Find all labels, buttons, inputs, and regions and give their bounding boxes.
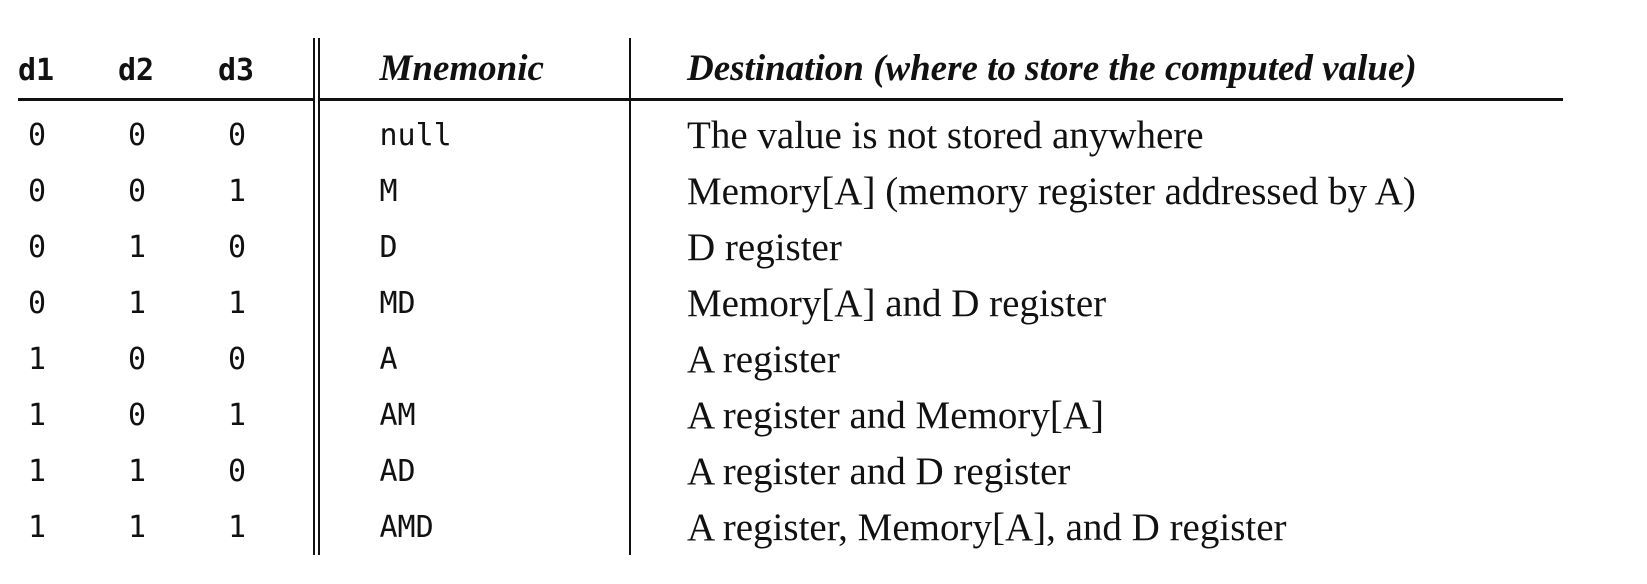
- cell-mnemonic: M: [316, 163, 631, 219]
- header-destination: Destination (where to store the computed…: [630, 38, 1563, 101]
- cell-d3: 0: [218, 99, 320, 163]
- cell-mnemonic: AM: [316, 387, 631, 443]
- cell-d3: 1: [218, 163, 320, 219]
- cell-destination: Memory[A] (memory register addressed by …: [687, 169, 1416, 213]
- cell-d1: 1: [28, 453, 47, 489]
- cell-d2: 0: [128, 117, 147, 153]
- cell-d1: 0: [28, 173, 47, 209]
- cell-destination: The value is not stored anywhere: [687, 113, 1204, 157]
- cell-d1: 0: [28, 285, 47, 321]
- cell-d2: 1: [128, 229, 147, 265]
- cell-mnemonic: null: [316, 99, 631, 163]
- header-mnemonic: Mnemonic: [316, 38, 631, 101]
- cell-d3: 1: [218, 499, 320, 555]
- cell-d3: 0: [218, 443, 320, 499]
- cell-d1: 1: [28, 397, 47, 433]
- header-d1: d1: [18, 38, 118, 101]
- table-row: 0 1 1 MD Memory[A] and D register: [18, 275, 1563, 331]
- cell-d2: 0: [128, 341, 147, 377]
- cell-mnemonic: AMD: [316, 499, 631, 555]
- cell-d3: 0: [218, 331, 320, 387]
- cell-d2: 0: [128, 397, 147, 433]
- cell-destination: D register: [687, 225, 842, 269]
- cell-d3: 1: [218, 387, 320, 443]
- cell-destination: A register and Memory[A]: [687, 393, 1104, 437]
- table-row: 0 0 0 null The value is not stored anywh…: [18, 99, 1563, 163]
- cell-d1: 1: [28, 341, 47, 377]
- cell-destination: A register: [687, 337, 840, 381]
- table-row: 1 1 0 AD A register and D register: [18, 443, 1563, 499]
- cell-d2: 1: [128, 285, 147, 321]
- cell-mnemonic: AD: [316, 443, 631, 499]
- cell-d2: 1: [128, 509, 147, 545]
- cell-destination: Memory[A] and D register: [687, 281, 1107, 325]
- cell-destination: A register and D register: [687, 449, 1071, 493]
- cell-mnemonic: MD: [316, 275, 631, 331]
- cell-d3: 1: [218, 275, 320, 331]
- table-row: 1 0 1 AM A register and Memory[A]: [18, 387, 1563, 443]
- cell-d1: 1: [28, 509, 47, 545]
- destination-table-container: d1 d2 d3 Mnemonic Destination (where to …: [18, 38, 1563, 555]
- table-row: 0 1 0 D D register: [18, 219, 1563, 275]
- cell-d3: 0: [218, 219, 320, 275]
- cell-d1: 0: [28, 117, 47, 153]
- table-header-row: d1 d2 d3 Mnemonic Destination (where to …: [18, 38, 1563, 101]
- table-row: 0 0 1 M Memory[A] (memory register addre…: [18, 163, 1563, 219]
- header-d3: d3: [218, 38, 320, 101]
- table-row: 1 0 0 A A register: [18, 331, 1563, 387]
- cell-d1: 0: [28, 229, 47, 265]
- table-row: 1 1 1 AMD A register, Memory[A], and D r…: [18, 499, 1563, 555]
- cell-d2: 1: [128, 453, 147, 489]
- cell-destination: A register, Memory[A], and D register: [687, 505, 1287, 549]
- cell-mnemonic: A: [316, 331, 631, 387]
- cell-d2: 0: [128, 173, 147, 209]
- header-d2: d2: [118, 38, 218, 101]
- cell-mnemonic: D: [316, 219, 631, 275]
- destination-table: d1 d2 d3 Mnemonic Destination (where to …: [18, 38, 1563, 555]
